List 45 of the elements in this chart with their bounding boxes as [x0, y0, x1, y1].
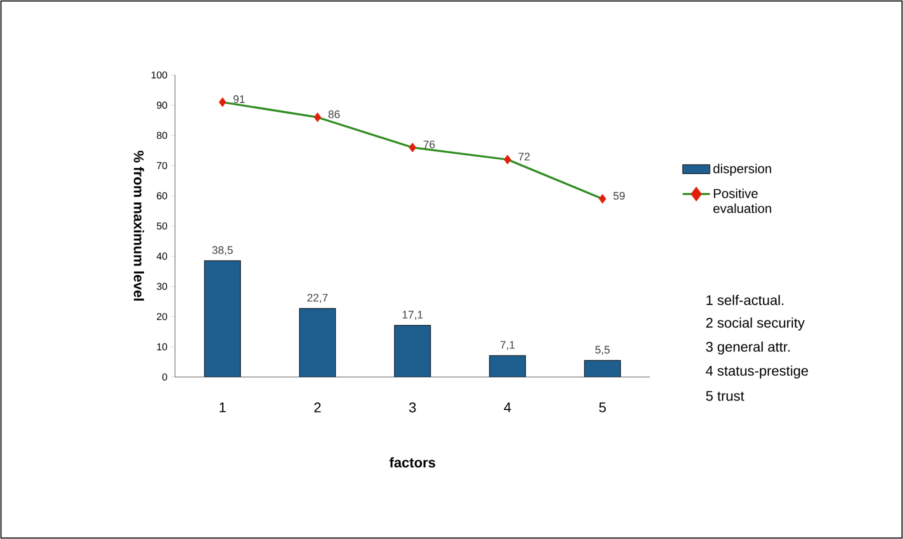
point [314, 112, 322, 122]
y-axis-title: % from maximum level [134, 150, 144, 301]
text: 3 general attr. [706, 341, 790, 354]
legend-label: dispersion [713, 164, 772, 176]
bar [299, 308, 336, 377]
data-label: 59 [613, 192, 625, 200]
data-label: 86 [328, 110, 340, 118]
data-label: 76 [424, 140, 435, 148]
data-label: 72 [518, 152, 530, 160]
y-tick-label: 90 [156, 102, 168, 109]
x-tick-label: 3 [409, 402, 416, 412]
x-tick-label: 5 [599, 402, 606, 412]
y-tick-label: 40 [156, 252, 168, 260]
data-label: 7,1 [500, 341, 515, 350]
y-tick-label: 10 [157, 343, 168, 350]
data-label: 38,5 [212, 246, 233, 256]
data-label: 5,5 [595, 346, 610, 355]
bar [394, 325, 431, 377]
text: 4 status-prestige [706, 365, 808, 378]
bar [204, 260, 241, 377]
y-tick-label: 20 [156, 313, 168, 320]
x-axis-title: factors [389, 457, 436, 468]
text: 1 self-actual. [706, 294, 784, 306]
y-tick-label: 100 [152, 71, 168, 79]
x-tick-label: 4 [504, 402, 511, 412]
text: 2 social security [706, 317, 805, 330]
bar [584, 360, 621, 377]
point [504, 154, 512, 164]
point [408, 142, 416, 152]
point [218, 97, 226, 107]
x-tick-label: 2 [314, 402, 321, 412]
y-tick-label: 0 [162, 373, 168, 381]
bar [489, 356, 526, 377]
data-label: 91 [234, 95, 245, 104]
data-label: 17,1 [402, 310, 423, 320]
point [598, 194, 606, 204]
y-tick-label: 50 [156, 222, 168, 230]
text: 5 trust [706, 391, 744, 401]
y-tick-label: 70 [156, 162, 168, 170]
y-tick-label: 30 [156, 282, 168, 290]
legend-label: Positive evaluation [713, 188, 772, 214]
x-tick-label: 1 [220, 402, 226, 412]
data-label: 22,7 [307, 294, 328, 303]
y-tick-label: 80 [156, 132, 168, 139]
y-tick-label: 60 [156, 192, 168, 200]
